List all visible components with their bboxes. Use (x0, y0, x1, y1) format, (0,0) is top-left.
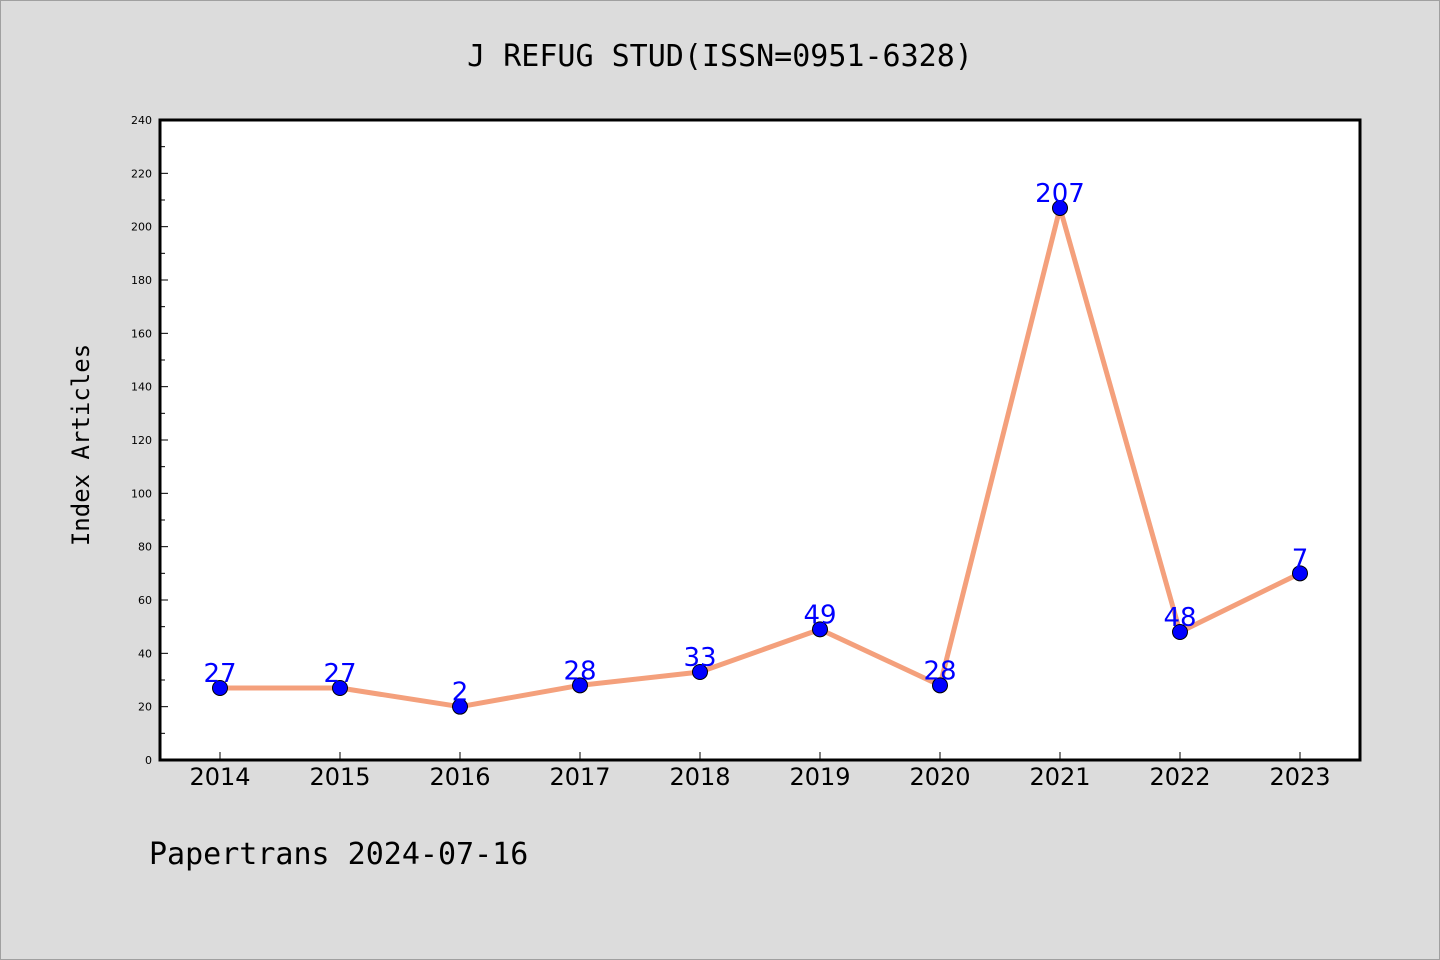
data-point (1172, 624, 1188, 640)
footer-text: Papertrans 2024-07-16 (149, 837, 528, 872)
y-tick-label: 20 (138, 701, 152, 714)
x-tick-label: 2020 (909, 763, 970, 791)
data-point (932, 677, 948, 694)
data-point (692, 664, 708, 680)
y-axis-label: Index Articles (67, 344, 95, 546)
x-tick-label: 2022 (1149, 763, 1210, 791)
x-tick-label: 2019 (789, 763, 850, 791)
data-label: 2 (452, 678, 469, 708)
y-tick-label: 60 (138, 594, 152, 607)
data-label: 28 (563, 656, 596, 686)
y-tick-label: 100 (131, 487, 152, 500)
data-label: 7 (1292, 544, 1309, 574)
data-label: 27 (203, 659, 236, 689)
x-tick-label: 2021 (1029, 763, 1090, 791)
y-tick-label: 40 (138, 647, 152, 660)
data-point (812, 621, 828, 638)
y-tick-label: 160 (131, 327, 152, 340)
data-point (212, 680, 228, 696)
y-tick-label: 80 (138, 541, 152, 554)
y-tick-label: 120 (131, 434, 152, 447)
y-tick-label: 0 (145, 754, 152, 767)
data-point (572, 677, 588, 694)
x-tick-label: 2017 (549, 763, 610, 791)
data-label: 48 (1163, 603, 1196, 633)
data-label: 28 (923, 656, 956, 686)
data-label: 49 (803, 600, 836, 630)
x-tick-label: 2014 (189, 763, 250, 791)
chart-title: J REFUG STUD(ISSN=0951-6328) (467, 39, 973, 74)
data-label: 27 (323, 659, 356, 689)
data-points (212, 200, 1308, 715)
x-tick-label: 2016 (429, 763, 490, 791)
data-label: 33 (683, 643, 716, 673)
x-axis: 2014 2015 2016 2017 2018 2019 2020 2021 2022 2023 (189, 752, 1331, 791)
series-line (217, 205, 1303, 710)
y-tick-label: 200 (131, 221, 152, 234)
data-labels: 27 27 2 28 33 49 28 207 48 7 (203, 179, 1308, 708)
x-tick-label: 2023 (1269, 763, 1330, 791)
plot-area (158, 118, 1362, 762)
data-point (332, 680, 348, 696)
x-tick-label: 2018 (669, 763, 730, 791)
x-tick-label: 2015 (309, 763, 370, 791)
y-tick-label: 180 (131, 274, 152, 287)
y-tick-label: 220 (131, 167, 152, 180)
y-tick-label: 240 (131, 114, 152, 127)
y-axis: 0 20 40 60 80 100 120 140 160 180 200 220 240 (131, 114, 168, 767)
data-label: 207 (1035, 179, 1085, 209)
data-point (452, 698, 468, 715)
data-point (1052, 200, 1068, 216)
data-point (1292, 565, 1308, 582)
y-tick-label: 140 (131, 381, 152, 394)
